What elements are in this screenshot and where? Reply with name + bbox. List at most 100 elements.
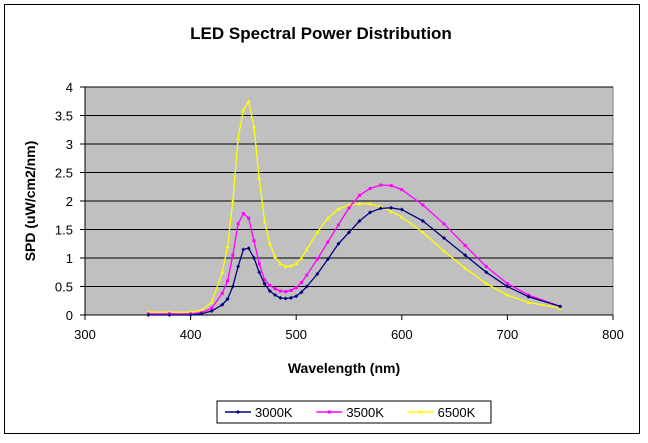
data-point-3500K [326,240,330,244]
series-line-3500K [148,184,561,315]
data-point-3500K [379,183,383,187]
data-point-3000K [273,293,278,298]
data-point-3000K [347,230,351,235]
legend-marker-6500K [418,410,423,414]
data-point-6500K [442,249,447,253]
data-point-6500K [294,261,299,266]
data-point-3000K [209,309,214,314]
data-point-3000K [484,270,489,275]
legend-label-3000K: 3000K [255,405,293,420]
data-point-6500K [278,261,283,266]
data-point-3500K [289,288,293,292]
data-point-3000K [241,247,246,252]
x-tick-label: 500 [285,327,307,342]
data-point-3000K [146,313,151,317]
data-point-3000K [442,236,447,241]
plot-area: 0 0.5 1 1.5 2 2.5 3 3.5 4 300 400 500 600 700 800 [55,80,624,342]
legend-marker-3000K [236,410,240,414]
data-point-6500K [420,230,425,234]
data-point-3000K [357,218,362,223]
y-tick-label: 0 [66,308,73,323]
data-point-3500K [263,278,267,282]
data-point-3000K [378,206,383,211]
data-point-3000K [262,281,267,286]
data-point-6500K [273,254,278,259]
series-line-6500K [148,99,561,313]
data-point-6500K [236,136,241,140]
data-point-6500K [484,281,489,286]
data-point-3500K [284,290,288,294]
x-tick-label: 600 [391,327,413,342]
y-axis-label: SPD (uW/cm2/nm) [22,141,38,262]
data-point-3500K [442,222,446,226]
data-point-3500K [257,262,261,266]
data-point-3500K [336,223,340,227]
data-point-6500K [347,202,351,207]
data-point-3000K [389,205,394,210]
data-point-3000K [315,271,320,276]
data-point-6500K [368,201,373,206]
data-point-6500K [246,99,251,103]
data-point-6500K [315,230,320,234]
data-point-3500K [358,193,362,197]
data-point-3000K [220,302,225,307]
data-point-3000K [368,210,373,215]
data-point-3500K [505,282,509,286]
data-point-3000K [267,289,272,294]
data-point-6500K [230,199,235,203]
data-point-6500K [505,293,510,297]
data-point-6500K [357,201,362,206]
series-line-3000K [148,207,561,316]
data-point-6500K [283,264,288,269]
data-point-3000K [420,218,425,223]
data-point-6500K [463,266,468,270]
data-point-3500K [484,265,488,269]
x-tick-label: 700 [497,327,519,342]
data-point-3500K [400,188,404,192]
y-tick-label: 1.5 [55,223,73,238]
data-point-3000K [288,295,293,300]
series-6500K [146,99,563,314]
data-point-6500K [325,216,330,220]
data-point-3000K [463,253,468,258]
y-tick-label: 0.5 [55,280,73,295]
data-point-3000K [167,313,172,317]
data-point-6500K [304,247,309,251]
legend-label-3500K: 3500K [346,405,384,420]
data-point-3500K [294,286,298,290]
data-point-3000K [299,290,304,295]
data-point-3500K [389,184,393,188]
y-tick-label: 3.5 [55,109,73,124]
data-point-3000K [336,241,341,246]
x-tick-label: 300 [74,327,96,342]
data-point-3000K [283,296,288,301]
x-tick-label: 800 [602,327,624,342]
data-point-3500K [247,216,251,220]
y-tick-label: 2.5 [55,166,73,181]
data-point-3000K [251,256,256,260]
data-point-6500K [220,270,225,274]
data-point-3500K [231,253,235,257]
data-point-3500K [299,281,303,285]
data-point-3000K [304,284,309,289]
data-point-6500K [225,244,230,249]
data-point-3500K [315,257,319,261]
data-point-6500K [262,218,267,223]
data-point-3000K [246,246,251,251]
data-point-6500K [399,214,404,219]
data-point-6500K [288,263,293,268]
data-point-3500K [241,212,245,216]
data-point-3000K [325,257,330,262]
data-point-3500K [368,186,372,190]
data-point-3500K [305,273,309,277]
x-tick-label: 400 [180,327,202,342]
y-tick-label: 1 [66,251,73,266]
data-point-6500K [199,308,204,312]
data-point-3000K [399,207,404,212]
data-point-3500K [252,239,256,243]
data-point-6500K [299,256,304,260]
x-axis-label: Wavelength (nm) [288,360,400,376]
chart-title: LED Spectral Power Distribution [190,24,452,43]
data-point-3500K [268,283,272,287]
y-tick-label: 4 [66,80,73,95]
